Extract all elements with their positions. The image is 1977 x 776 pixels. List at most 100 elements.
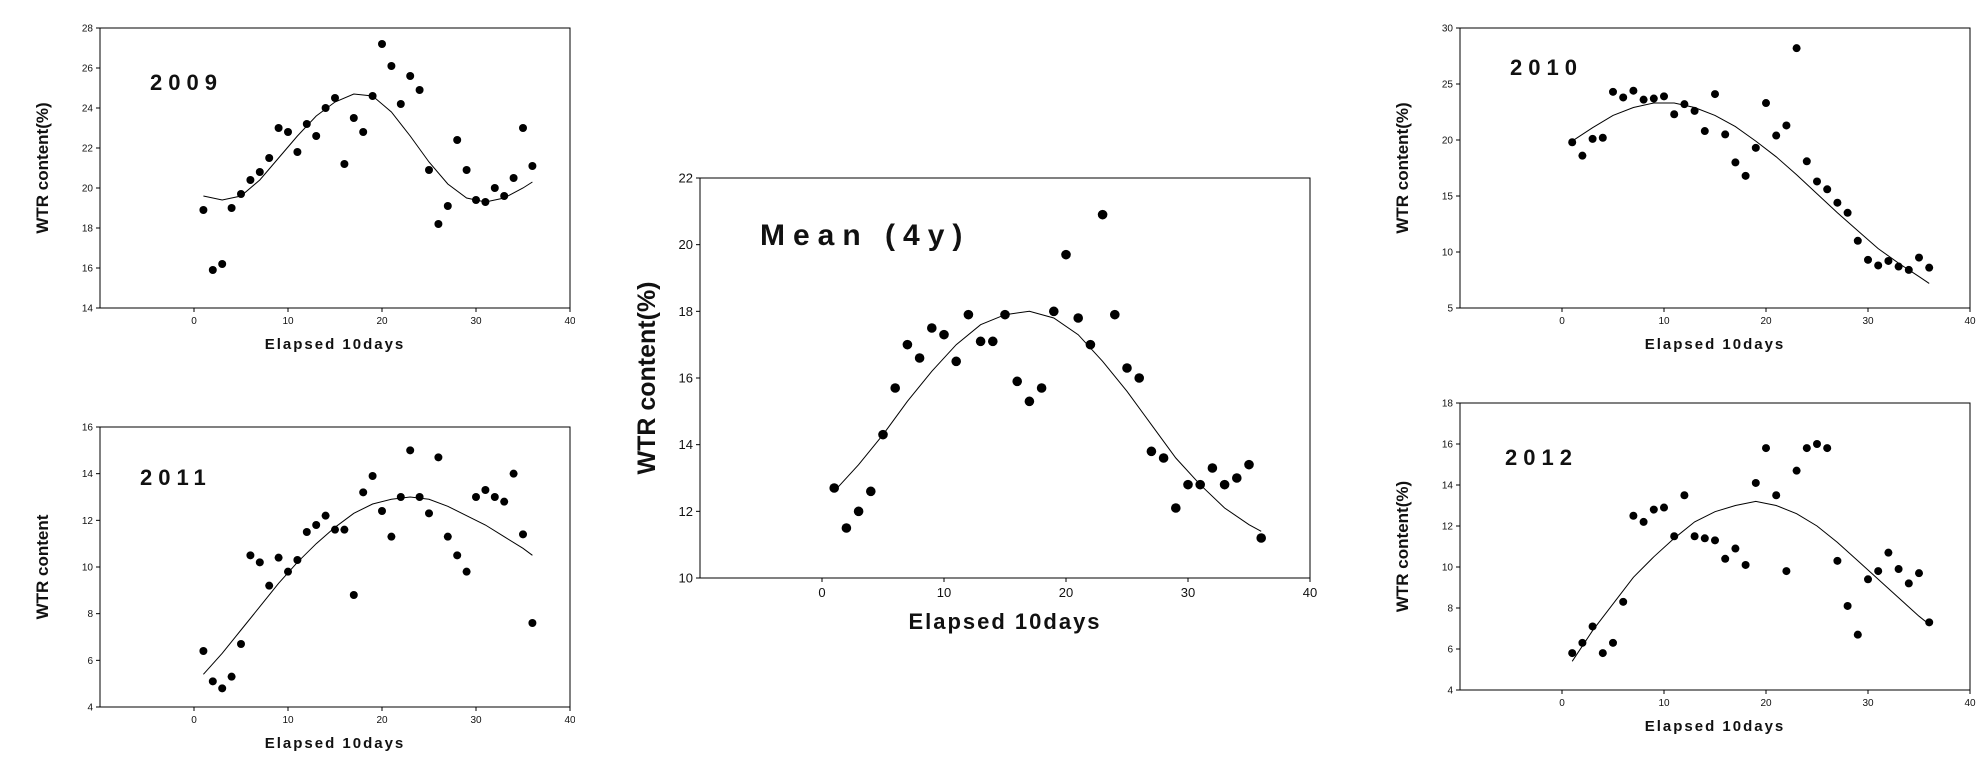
x-tick-label: 10	[1658, 698, 1670, 709]
y-tick-label: 26	[82, 64, 94, 75]
data-point	[1762, 444, 1770, 453]
data-point	[914, 353, 925, 363]
y-tick-label: 10	[1442, 563, 1454, 574]
data-point	[1772, 131, 1781, 140]
data-point	[866, 486, 876, 497]
data-point	[841, 523, 852, 533]
data-point	[387, 62, 396, 70]
data-point	[1894, 262, 1903, 271]
data-point	[255, 168, 264, 176]
data-point	[1598, 133, 1607, 142]
y-tick-label: 16	[82, 423, 94, 434]
chart-panel-2012: 0 10 20 30 40 4 6 8 10 12 14 16 18 Elapsed 10days WTR …	[1390, 385, 1977, 771]
data-point	[359, 488, 368, 497]
x-tick-label: 10	[1658, 316, 1670, 327]
data-point	[284, 567, 292, 576]
data-point	[208, 677, 217, 686]
data-point	[853, 506, 864, 517]
x-tick-label: 30	[1862, 698, 1874, 709]
y-tick-label: 14	[679, 437, 693, 452]
chart-panel-2011: 0 10 20 30 40 4 6 8 10 12 14 16 Elapsed 10days WTR co…	[0, 385, 576, 771]
data-point	[829, 483, 839, 493]
chart-svg-2009: 0 10 20 30 40 14 16 18 20 22 24 26 28 Elapsed 10days W…	[33, 24, 576, 354]
data-point	[963, 309, 974, 320]
data-point	[1700, 127, 1709, 136]
data-point	[509, 469, 518, 478]
data-point	[368, 92, 377, 100]
data-point	[1884, 256, 1893, 265]
data-point	[406, 446, 415, 455]
data-point	[1762, 99, 1770, 108]
chart-title: 2010	[1510, 55, 1583, 80]
data-point	[406, 72, 415, 80]
data-point	[321, 511, 330, 520]
data-point	[951, 356, 961, 367]
data-point	[1680, 100, 1689, 109]
x-tick-label: 0	[1559, 316, 1565, 327]
data-point	[1782, 567, 1791, 576]
data-point	[1833, 556, 1842, 565]
data-point	[1690, 532, 1699, 541]
data-point	[340, 160, 349, 168]
y-tick-label: 15	[1442, 192, 1454, 203]
data-point	[1843, 601, 1852, 610]
data-point	[1097, 209, 1108, 220]
data-point	[1578, 151, 1587, 160]
data-point	[1884, 548, 1893, 557]
data-point	[1680, 491, 1689, 500]
data-point	[1146, 446, 1157, 457]
data-point	[902, 339, 913, 350]
data-point	[359, 128, 368, 136]
data-point	[237, 640, 245, 648]
data-point	[1741, 560, 1750, 569]
data-point	[434, 453, 443, 462]
data-point	[1568, 649, 1577, 658]
y-tick-label: 4	[1447, 686, 1453, 697]
x-tick-label: 30	[470, 715, 482, 726]
y-tick-label: 18	[82, 224, 94, 235]
data-point	[519, 530, 527, 539]
data-point	[227, 672, 236, 681]
data-point	[500, 497, 509, 506]
data-point	[1012, 376, 1022, 387]
x-axis-label: Elapsed 10days	[1645, 718, 1786, 735]
data-point	[1802, 444, 1811, 453]
x-axis-label: Elapsed 10days	[265, 336, 406, 353]
y-tick-label: 6	[1447, 645, 1453, 656]
y-tick-label: 12	[1442, 522, 1454, 533]
data-point	[988, 336, 998, 347]
x-tick-label: 20	[376, 316, 388, 327]
data-point	[462, 166, 471, 174]
data-point	[1183, 479, 1193, 490]
data-point	[1639, 517, 1648, 526]
data-point	[1171, 503, 1181, 513]
chart-svg-2011: 0 10 20 30 40 4 6 8 10 12 14 16 Elapsed 10days WTR co…	[33, 423, 576, 753]
data-point	[312, 132, 321, 140]
data-point	[1609, 638, 1617, 647]
data-point	[1731, 544, 1740, 553]
data-point	[218, 684, 227, 693]
y-tick-label: 24	[82, 104, 94, 115]
x-axis-label: Elapsed 10days	[908, 609, 1101, 634]
data-point	[1244, 459, 1254, 470]
data-point	[246, 176, 255, 184]
data-point	[927, 323, 937, 333]
data-point	[472, 493, 480, 501]
x-tick-label: 30	[1862, 316, 1874, 327]
data-point	[1853, 630, 1862, 639]
data-point	[302, 120, 311, 128]
x-axis-label: Elapsed 10days	[265, 735, 406, 752]
y-axis-label: WTR content(%)	[33, 102, 52, 233]
data-point	[1741, 171, 1750, 180]
y-tick-label: 18	[1442, 399, 1454, 410]
data-point	[1134, 373, 1144, 383]
data-point	[443, 532, 452, 541]
data-point	[1792, 44, 1801, 53]
data-point	[284, 128, 292, 136]
data-point	[1568, 138, 1577, 147]
data-point	[1864, 575, 1872, 584]
data-point	[1915, 253, 1923, 262]
data-point	[1751, 478, 1760, 487]
data-point	[246, 551, 255, 560]
plot-frame	[99, 27, 571, 309]
